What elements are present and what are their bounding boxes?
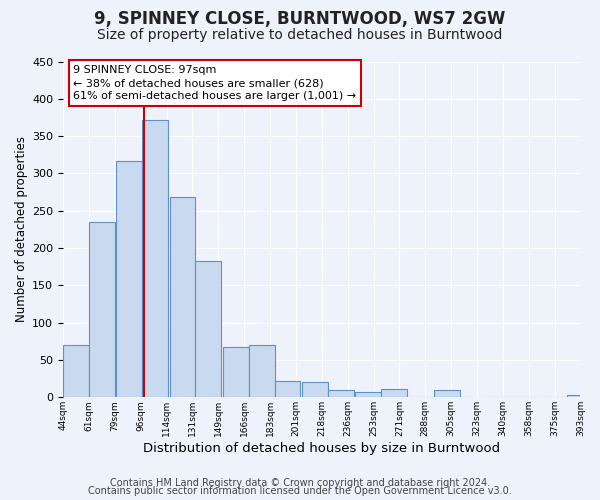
Text: 9, SPINNEY CLOSE, BURNTWOOD, WS7 2GW: 9, SPINNEY CLOSE, BURNTWOOD, WS7 2GW <box>94 10 506 28</box>
Bar <box>328 390 354 398</box>
Bar <box>89 222 115 398</box>
Text: Contains HM Land Registry data © Crown copyright and database right 2024.: Contains HM Land Registry data © Crown c… <box>110 478 490 488</box>
Bar <box>434 390 460 398</box>
Y-axis label: Number of detached properties: Number of detached properties <box>15 136 28 322</box>
Bar <box>302 382 328 398</box>
X-axis label: Distribution of detached houses by size in Burntwood: Distribution of detached houses by size … <box>143 442 500 455</box>
Text: Contains public sector information licensed under the Open Government Licence v3: Contains public sector information licen… <box>88 486 512 496</box>
Text: 9 SPINNEY CLOSE: 97sqm
← 38% of detached houses are smaller (628)
61% of semi-de: 9 SPINNEY CLOSE: 97sqm ← 38% of detached… <box>73 65 356 102</box>
Bar <box>196 260 221 398</box>
Bar <box>142 120 168 398</box>
Bar <box>355 392 381 398</box>
Bar <box>63 345 89 398</box>
Bar <box>223 346 249 398</box>
Bar <box>170 198 196 398</box>
Bar <box>249 345 275 398</box>
Bar <box>381 389 407 398</box>
Bar <box>567 395 593 398</box>
Bar <box>116 160 142 398</box>
Text: Size of property relative to detached houses in Burntwood: Size of property relative to detached ho… <box>97 28 503 42</box>
Bar <box>275 381 301 398</box>
